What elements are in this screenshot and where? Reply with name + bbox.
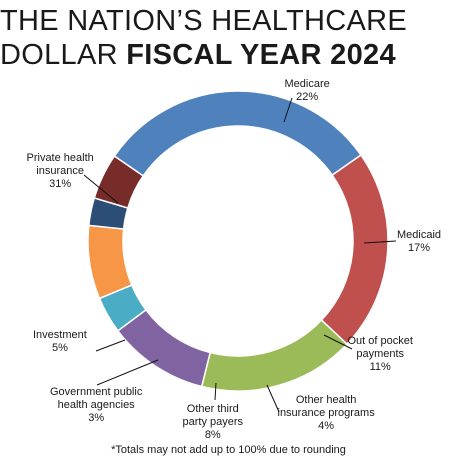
label-government-public-health-agencies: Government public health agencies 3%: [50, 386, 142, 425]
leader-line-other-health-insurance-programs: [266, 384, 280, 413]
slice-other-third-party-payers: [87, 224, 133, 300]
label-value: 5%: [51, 342, 68, 354]
label-text: Other third: [186, 403, 239, 415]
leader-line-other-third-party-payers: [214, 382, 217, 401]
slice-medicare: [320, 153, 389, 346]
label-value: 4%: [318, 420, 335, 432]
label-other-health-insurance-programs: Other health insurance programs 4%: [278, 394, 375, 433]
leader-line-investment: [95, 339, 126, 352]
label-text: Medicare: [284, 78, 330, 90]
label-out-of-pocket-payments: Out of pocket payments 11%: [348, 335, 413, 374]
label-text: Government public: [50, 386, 143, 398]
label-private-health-insurance: Private health insurance 31%: [27, 152, 94, 191]
label-text: Private health: [26, 152, 94, 164]
label-text: Investment: [33, 329, 87, 341]
label-medicare: Medicare 22%: [285, 78, 330, 104]
title-bold: FISCAL YEAR 2024: [126, 39, 396, 71]
label-value: 17%: [408, 242, 431, 254]
leader-line-out-of-pocket-payments: [323, 334, 353, 350]
leader-line-medicare: [283, 97, 293, 123]
leader-line-government-public-health-agencies: [96, 359, 159, 386]
leader-line-medicaid: [363, 240, 397, 244]
label-value: 3%: [88, 412, 105, 424]
label-investment: Investment 5%: [33, 329, 87, 355]
label-value: 22%: [296, 91, 319, 103]
label-value: 8%: [204, 429, 221, 441]
label-text: insurance: [36, 165, 84, 177]
label-text: insurance programs: [277, 407, 375, 419]
label-text: health agencies: [57, 399, 135, 411]
slice-medicaid: [200, 318, 349, 392]
title-plain: DOLLAR: [0, 39, 127, 71]
label-value: 11%: [369, 361, 391, 373]
label-text: Out of pocket: [347, 335, 413, 347]
label-text: payments: [356, 348, 405, 360]
page-title-line1: THE NATION’S HEALTHCARE: [0, 5, 408, 37]
label-other-third-party-payers: Other third party payers 8%: [183, 403, 244, 442]
label-text: party payers: [182, 416, 244, 428]
footnote: *Totals may not add up to 100% due to ro…: [111, 444, 346, 456]
slice-private-health-insurance: [113, 90, 362, 177]
label-value: 31%: [49, 178, 72, 190]
leader-line-private-health-insurance: [83, 174, 119, 204]
label-text: Medicaid: [397, 229, 442, 241]
page-title-line2: DOLLAR FISCAL YEAR 2024: [0, 41, 396, 70]
label-medicaid: Medicaid 17%: [397, 229, 441, 255]
label-text: Other health: [295, 394, 357, 406]
